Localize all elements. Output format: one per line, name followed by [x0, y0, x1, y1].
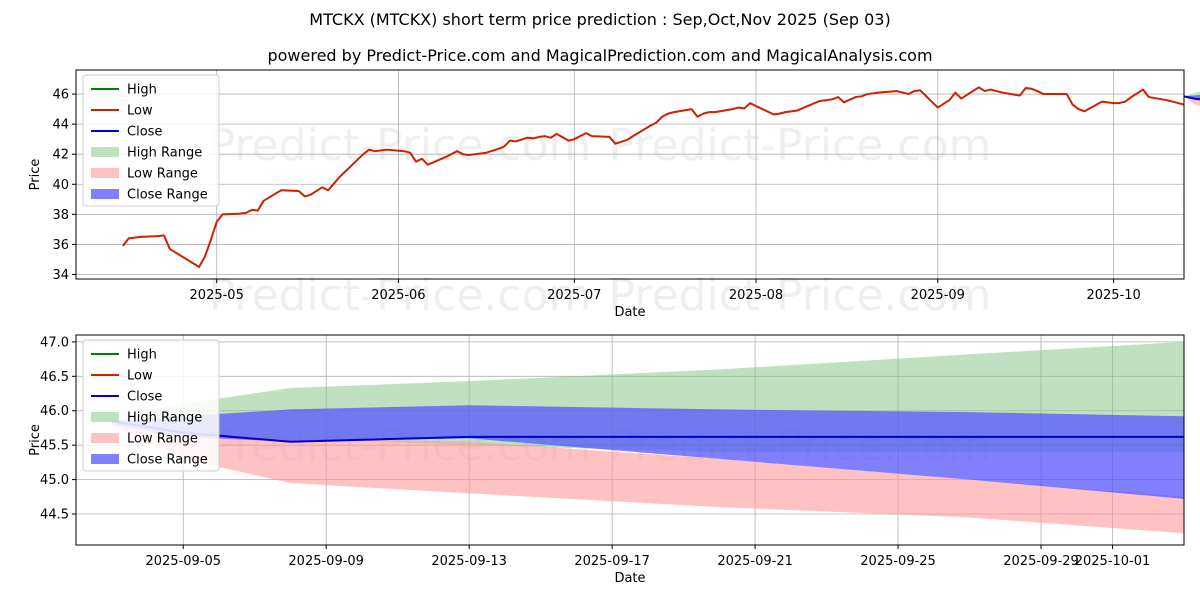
legend-swatch-patch [91, 412, 119, 422]
y-tick-label: 42 [52, 148, 69, 163]
watermark-text: Predict-Price.com [609, 120, 992, 171]
legend-swatch-patch [91, 189, 119, 199]
y-tick-label: 46.5 [40, 370, 69, 385]
x-tick-label: 2025-09-21 [717, 554, 793, 569]
legend-label: Close Range [127, 453, 208, 468]
grid-lines [76, 70, 1184, 279]
x-tick-label: 2025-10 [1086, 288, 1140, 303]
legend-label: Close [127, 125, 162, 140]
y-tick-label: 38 [52, 208, 69, 223]
y-tick-label: 44 [52, 118, 69, 133]
y-tick-label: 47.0 [40, 335, 69, 350]
legend-label: Close Range [127, 188, 208, 203]
legend-swatch-patch [91, 168, 119, 178]
x-tick-label: 2025-09 [911, 288, 965, 303]
legend-swatch-patch [91, 433, 119, 443]
x-axis-label: Date [614, 571, 645, 586]
y-tick-label: 34 [52, 268, 69, 283]
x-tick-label: 2025-09-13 [431, 554, 507, 569]
legend-swatch-patch [91, 147, 119, 157]
close-forecast-line [1183, 95, 1200, 101]
y-axis-label: Price [28, 159, 43, 191]
x-tick-label: 2025-10-01 [1075, 554, 1151, 569]
low-range-band [111, 421, 1184, 534]
y-tick-label: 40 [52, 178, 69, 193]
x-tick-label: 2025-07 [547, 288, 601, 303]
legend-label: High [127, 83, 157, 98]
chart-subtitle: powered by Predict-Price.com and Magical… [267, 46, 933, 65]
chart-title: MTCKX (MTCKX) short term price predictio… [309, 10, 891, 29]
legend-label: High Range [127, 146, 202, 161]
plot-frame [75, 69, 1185, 280]
close-range-band [111, 405, 1184, 499]
legend-label: Low [127, 369, 153, 384]
x-tick-label: 2025-09-05 [145, 554, 221, 569]
price-history-panel: 2025-05 2025-06 2025-07 2025-08 2025-09 2025-… [28, 69, 1200, 320]
legend-label: High [127, 348, 157, 363]
x-tick-label: 2025-09-25 [860, 554, 936, 569]
legend: High Low Close High Range Low Range Close Ran… [82, 339, 220, 472]
y-tick-label: 46.0 [40, 404, 69, 419]
x-axis-label: Date [614, 305, 645, 320]
y-tick-label: 36 [52, 238, 69, 253]
watermark-text: Predict-Price.com [209, 120, 592, 171]
x-tick-label: 2025-09-29 [1003, 554, 1079, 569]
x-tick-label: 2025-05 [190, 288, 244, 303]
y-tick-label: 45.5 [40, 439, 69, 454]
x-tick-label: 2025-09-17 [574, 554, 650, 569]
x-tick-label: 2025-08 [729, 288, 783, 303]
y-axis-label: Price [28, 424, 43, 456]
legend-label: High Range [127, 411, 202, 426]
legend: High Low Close High Range Low Range Close Ran… [82, 74, 220, 207]
legend-swatch-patch [91, 454, 119, 464]
low-price-line [122, 86, 1185, 268]
plot-frame [75, 334, 1185, 546]
x-tick-label: 2025-09-09 [288, 554, 364, 569]
legend-label: Low [127, 104, 153, 119]
y-tick-label: 45.0 [40, 473, 69, 488]
legend-label: Low Range [127, 432, 198, 447]
legend-label: Low Range [127, 167, 198, 182]
y-tick-label: 44.5 [40, 508, 69, 523]
forecast-panel: 2025-09-05 2025-09-09 2025-09-13 2025-09-17… [28, 334, 1185, 586]
y-tick-label: 46 [52, 88, 69, 103]
x-tick-label: 2025-06 [371, 288, 425, 303]
legend-label: Close [127, 390, 162, 405]
